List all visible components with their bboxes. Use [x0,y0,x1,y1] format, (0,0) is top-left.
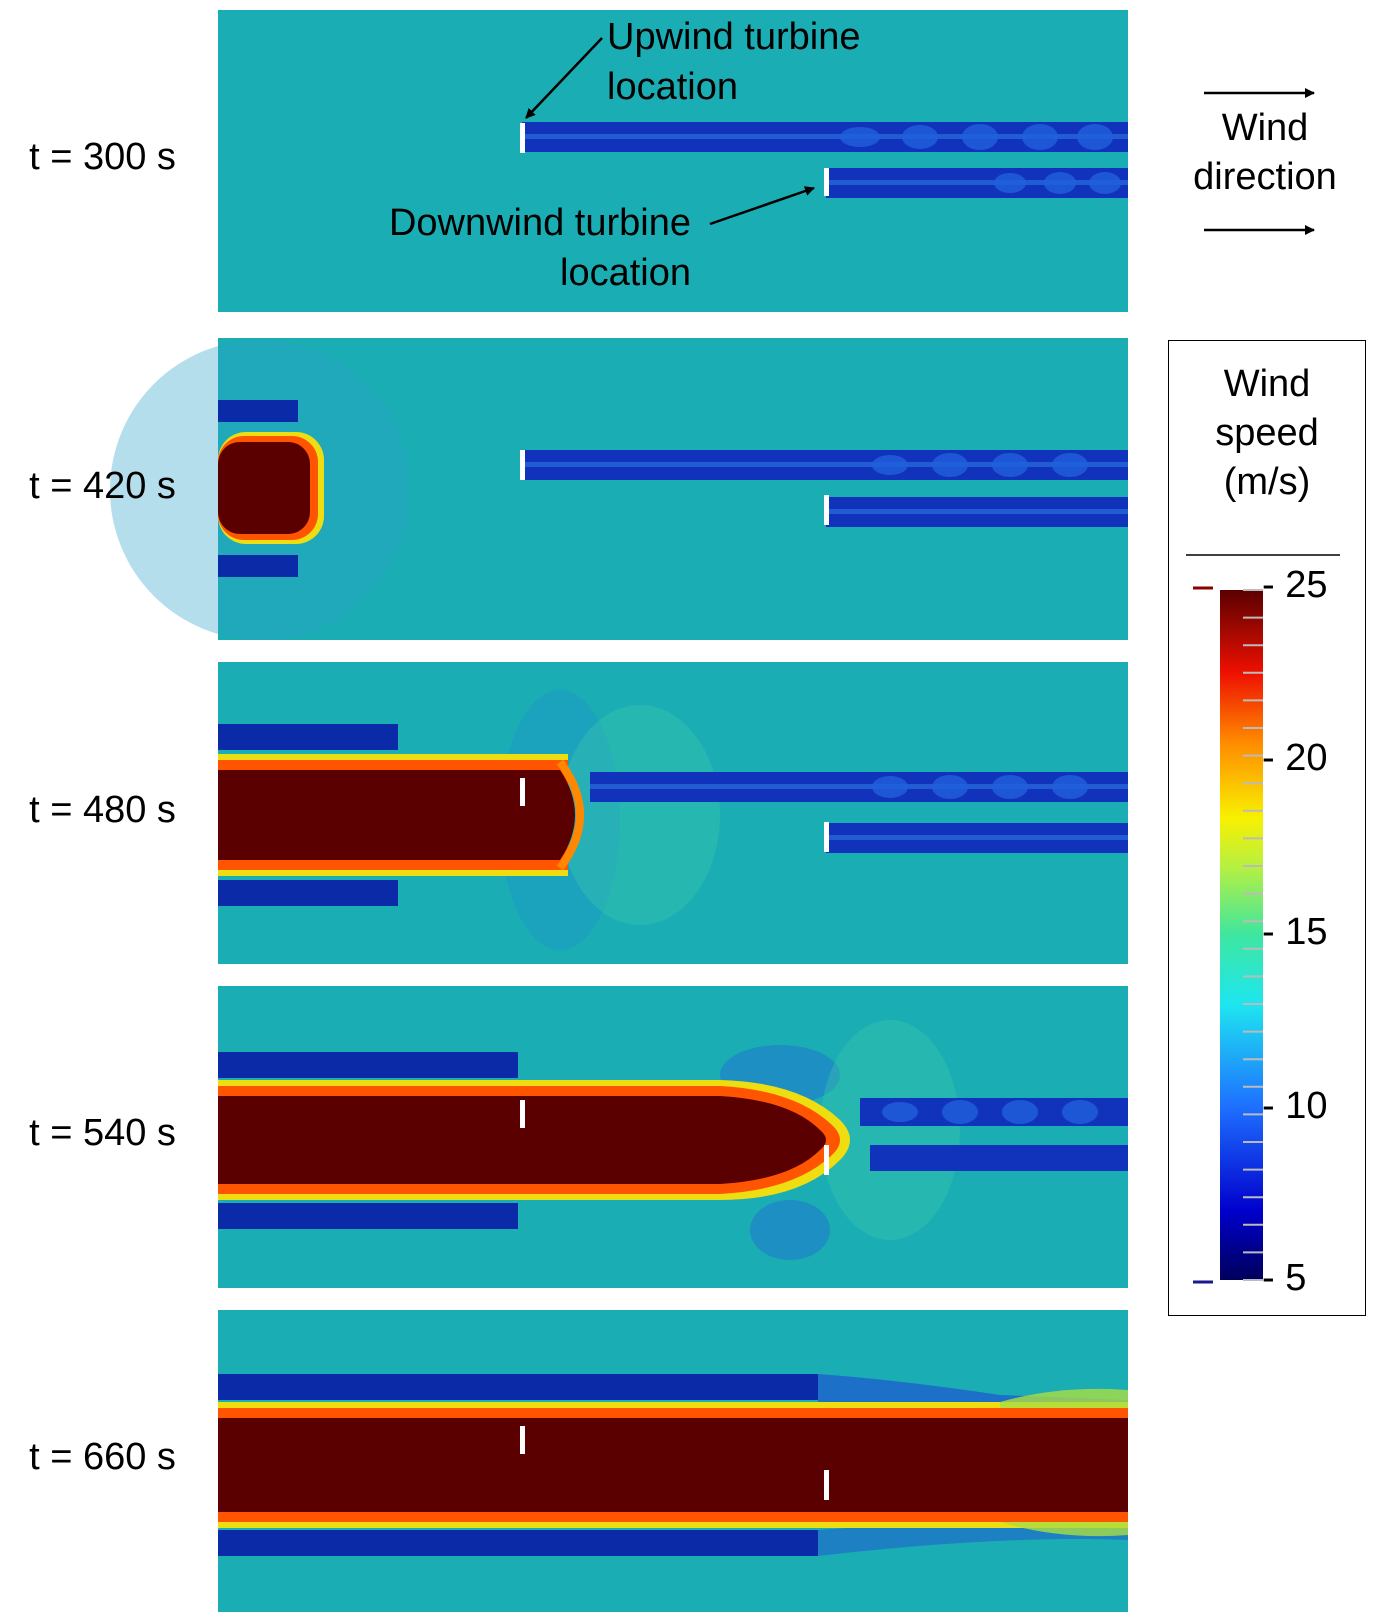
panel-t420 [110,338,1128,640]
panel-background [218,10,1128,312]
tick-value: 15 [1285,911,1328,953]
upwind-turbine-marker [520,1426,525,1454]
panel-t300 [218,10,1128,312]
upwind-turbine-marker [520,1100,525,1128]
jet-wake-top [218,1374,818,1400]
wind-direction-line1: Wind [1221,107,1309,149]
tick-value: 25 [1285,564,1328,606]
downwind-arrow [709,186,815,226]
upwind-turbine-marker [520,123,525,153]
jet-core [218,1418,1128,1512]
downwind-annotation-line1: Downwind turbine [388,202,691,244]
wind-direction-line2: direction [1193,156,1337,198]
upwind-turbine-marker [520,450,525,480]
upwind-annotation-line1: Upwind turbine [607,16,861,58]
legend-title-line2: speed [1215,412,1319,454]
downwind-turbine-marker [824,168,829,196]
panel-label-t420: t = 420 s [29,465,176,507]
downwind-turbine-marker [824,1145,829,1175]
upwind-annotation-line2: location [607,66,738,108]
panel-t660 [218,1310,1128,1612]
legend-title-line3: (m/s) [1223,461,1311,503]
colorbar [1186,554,1340,1284]
colorbar-tick-15: - 15 [1262,911,1328,953]
panel-label-t480: t = 480 s [29,789,176,831]
jet-wake-bottom [218,1530,818,1556]
panel-label-t300: t = 300 s [29,136,176,178]
upwind-arrow [525,37,603,119]
panel-t480 [218,662,1128,964]
downwind-annotation-line2: location [560,252,691,294]
panel-label-t660: t = 660 s [29,1436,176,1478]
jet-core [218,770,575,860]
legend-box [1168,340,1366,1316]
colorbar-tick-25: - 25 [1262,564,1328,606]
jet-wake-bottom [218,880,398,906]
colorbar-tick-5: - 5 [1262,1257,1307,1299]
tick-value: 20 [1285,737,1328,779]
upwind-turbine-marker [520,778,525,806]
downwind-wake [870,1145,1128,1171]
colorbar-tick-10: - 10 [1262,1085,1328,1127]
downwind-turbine-marker [824,822,829,852]
jet-wake-bottom [218,555,298,577]
tick-value: 5 [1285,1257,1307,1299]
panel-label-t540: t = 540 s [29,1112,176,1154]
downwind-turbine-marker [824,495,829,525]
jet-wake-top [218,724,398,750]
tick-value: 10 [1285,1085,1328,1127]
panel-background [218,338,1128,640]
panel-t540 [218,986,1128,1288]
colorbar-minor-ticks [1243,589,1263,1281]
jet-wake-top [218,1052,518,1078]
colorbar-tick-20: - 20 [1262,737,1328,779]
jet-core [218,1096,826,1184]
downwind-turbine-marker [824,1470,829,1500]
jet-wake-top [218,400,298,422]
jet-wake-bottom [218,1203,518,1229]
colorbar-gradient [1220,590,1263,1280]
jet-core [218,442,310,534]
legend-title-line1: Wind [1223,363,1311,405]
